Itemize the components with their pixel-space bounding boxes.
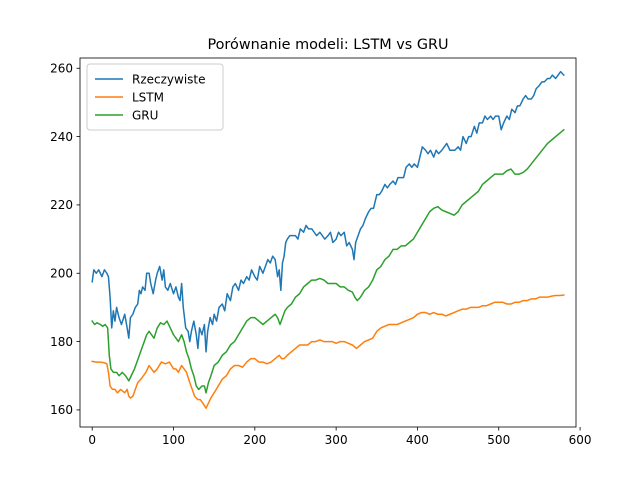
axes-layer: 0 100 200 300 400 500 600 160 180 200 220 240 260 xyxy=(50,57,592,447)
x-tick-label: 300 xyxy=(325,433,348,447)
y-tick-label: 260 xyxy=(50,61,73,75)
series-line-lstm xyxy=(91,294,565,409)
x-tick-label: 400 xyxy=(406,433,429,447)
legend-label: GRU xyxy=(132,108,158,122)
y-tick-label: 180 xyxy=(50,335,73,349)
chart-title: Porównanie modeli: LSTM vs GRU xyxy=(207,37,448,53)
y-tick-label: 200 xyxy=(50,266,73,280)
series-layer xyxy=(91,70,565,409)
legend: Rzeczywiste LSTM GRU xyxy=(86,63,224,131)
x-tick-label: 200 xyxy=(243,433,266,447)
legend-box xyxy=(86,63,224,131)
series-line-rzeczywiste xyxy=(91,70,565,353)
legend-label: Rzeczywiste xyxy=(132,72,206,86)
x-tick-label: 500 xyxy=(487,433,510,447)
x-tick-label: 600 xyxy=(569,433,592,447)
legend-label: LSTM xyxy=(132,90,164,104)
series-line-gru xyxy=(91,128,565,394)
y-tick-label: 220 xyxy=(50,198,73,212)
y-tick-label: 240 xyxy=(50,130,73,144)
axes-frame xyxy=(79,57,577,428)
y-tick-label: 160 xyxy=(50,403,73,417)
x-tick-label: 100 xyxy=(162,433,185,447)
x-tick-label: 0 xyxy=(88,433,96,447)
